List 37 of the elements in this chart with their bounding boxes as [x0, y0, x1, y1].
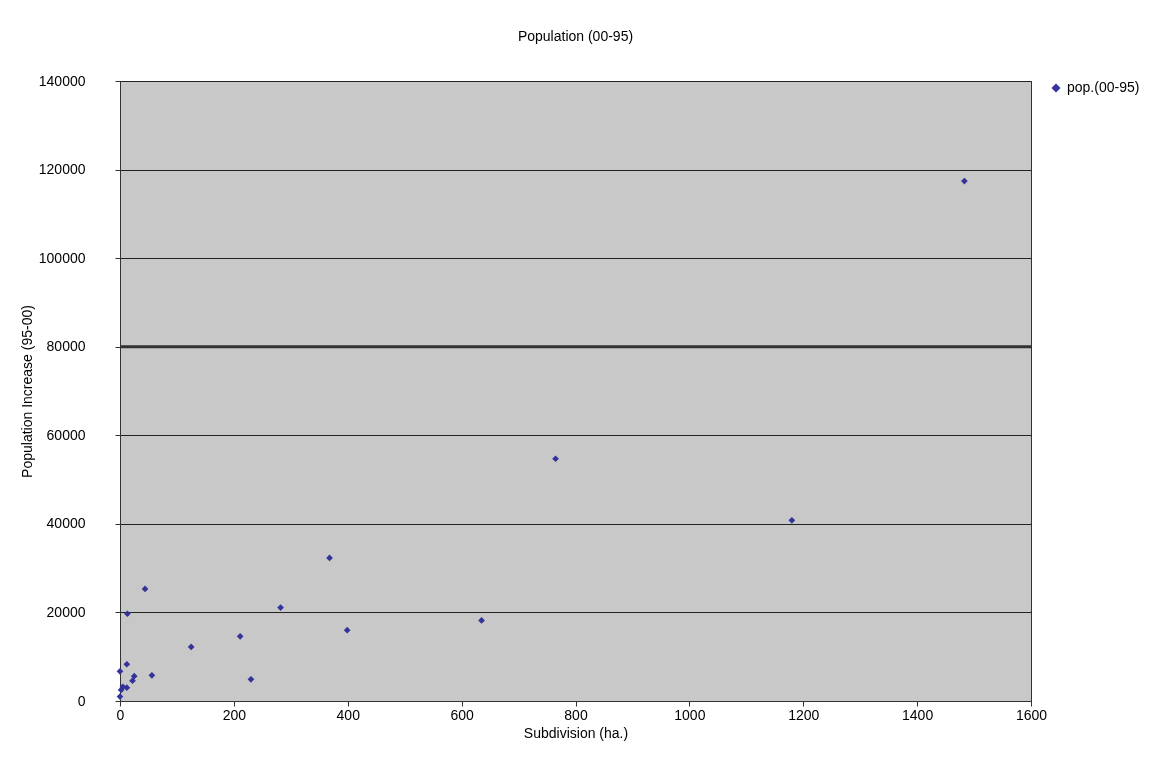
x-tick-label: 200: [222, 706, 247, 723]
x-tick-label: 1200: [788, 706, 820, 723]
point: [247, 675, 255, 683]
point: [187, 643, 195, 651]
point: [123, 660, 131, 668]
y-tick-label: 140000: [38, 72, 86, 89]
y-tick-label: 20000: [46, 603, 86, 620]
x-tick-label: 400: [336, 706, 361, 723]
x-tick-label: 600: [450, 706, 475, 723]
legend-label: pop.(00-95): [1067, 79, 1140, 95]
x-tick-label: 0: [116, 706, 125, 723]
point: [141, 585, 149, 593]
point: [552, 455, 559, 463]
x-tick-label: 1400: [902, 706, 934, 723]
point: [148, 671, 156, 679]
x-tick-label: 800: [564, 706, 588, 723]
point: [236, 632, 244, 640]
point: [277, 604, 284, 611]
y-tick-label: 60000: [46, 426, 86, 443]
point: [116, 667, 124, 675]
y-tick-label: 40000: [46, 515, 86, 532]
y-axis-title: Population Increase (95-00): [18, 305, 35, 478]
y-tick-label: 0: [77, 692, 86, 709]
point: [478, 617, 485, 624]
point: [123, 684, 131, 692]
point: [961, 177, 968, 185]
point: [124, 610, 131, 618]
point: [343, 626, 351, 634]
point: [129, 677, 136, 684]
x-axis-title: Subdivision (ha.): [523, 724, 629, 741]
chart-title: Population (00-95): [517, 28, 634, 44]
y-tick-label: 80000: [46, 338, 86, 355]
x-tick-label: 1600: [1015, 706, 1048, 723]
y-tick-label: 120000: [38, 161, 86, 178]
x-tick-label: 1000: [674, 706, 706, 723]
y-tick-label: 100000: [38, 249, 86, 266]
point: [788, 516, 796, 524]
